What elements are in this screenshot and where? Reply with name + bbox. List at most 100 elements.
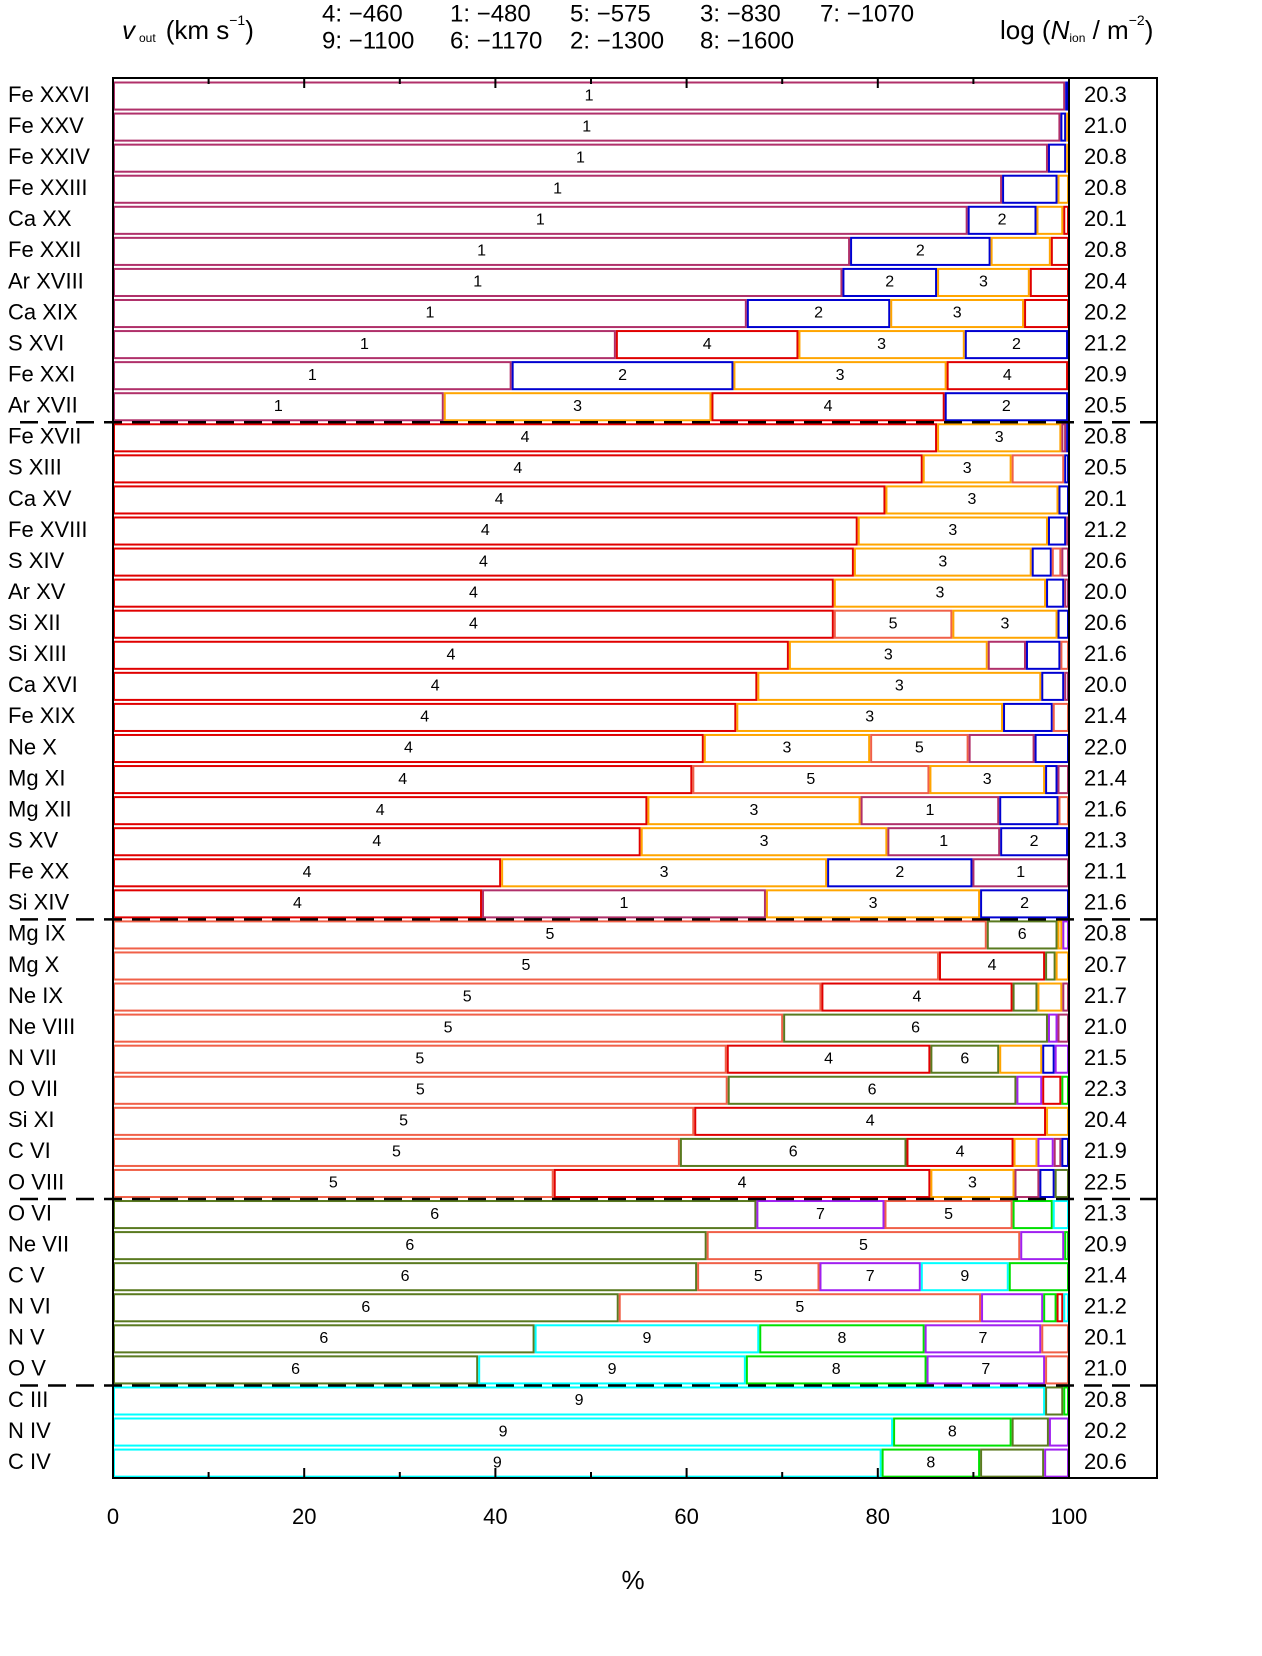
segment-label: 3 [884, 647, 893, 664]
ion-label: Ar XVII [8, 393, 78, 418]
log-n-label: 20.0 [1084, 579, 1127, 604]
x-tick-label: 80 [866, 1504, 890, 1529]
segment [640, 827, 888, 857]
segment [1045, 951, 1056, 981]
legend-entry: 1: −480 [450, 0, 531, 27]
segment [113, 796, 648, 826]
segment-label: 5 [415, 1050, 424, 1067]
segment [827, 858, 973, 888]
ion-label: Ca XIX [8, 299, 78, 324]
segment-label: 3 [877, 336, 886, 353]
segment [1061, 423, 1067, 453]
ion-label: Ca XV [8, 486, 72, 511]
ion-label: Fe XXII [8, 237, 81, 262]
segment [850, 236, 991, 266]
segment-label: 3 [983, 771, 992, 788]
ion-label: N V [8, 1325, 45, 1350]
segment [1012, 1200, 1053, 1230]
log-n-label: 20.7 [1084, 952, 1127, 977]
segment-label: 4 [420, 709, 429, 726]
x-tick-label: 0 [107, 1504, 119, 1529]
segment [968, 733, 1035, 764]
ion-label: Fe XXVI [8, 82, 90, 107]
segment-label: 6 [789, 1144, 798, 1161]
segment [788, 640, 988, 670]
segment-label: 3 [935, 584, 944, 601]
segment-label: 3 [750, 802, 759, 819]
segment-label: 5 [915, 740, 924, 757]
log-n-label: 20.2 [1084, 299, 1127, 324]
segment [860, 796, 1000, 826]
segment-label: 4 [293, 895, 302, 912]
segment [113, 1417, 894, 1447]
segment [887, 827, 1001, 857]
segment [1062, 920, 1069, 950]
ion-label: S XIII [8, 455, 62, 480]
segment [726, 1044, 931, 1074]
log-n-label: 20.6 [1084, 610, 1127, 635]
ion-label: C IV [8, 1449, 51, 1474]
segment-label: 3 [869, 895, 878, 912]
segment-label: 2 [618, 367, 627, 384]
segment [113, 547, 854, 577]
ion-label: N VII [8, 1045, 57, 1070]
segment [1045, 1386, 1064, 1416]
segment [618, 1293, 982, 1323]
segment [1061, 1075, 1070, 1105]
segment [113, 1448, 882, 1478]
log-n-label: 21.0 [1084, 1356, 1127, 1381]
segment-label: 4 [398, 771, 407, 788]
segment [1061, 547, 1070, 577]
segment [113, 1355, 479, 1385]
legend-entry: 5: −575 [570, 0, 651, 27]
segment-label: 6 [960, 1050, 969, 1067]
ion-label: Ar XV [8, 579, 66, 604]
ion-label: Fe XVIII [8, 517, 87, 542]
segment [1047, 516, 1067, 546]
segment [922, 454, 1012, 484]
segment [1025, 640, 1061, 670]
segment-label: 5 [806, 771, 815, 788]
segment [113, 951, 939, 981]
segment [478, 1355, 746, 1385]
segment-label: 1 [582, 118, 591, 135]
header-superscript: −1 [229, 12, 245, 28]
segment [1031, 547, 1052, 577]
log-n-label: 20.8 [1084, 1387, 1127, 1412]
log-n-label: 20.9 [1084, 1231, 1127, 1256]
segment [870, 733, 969, 764]
segment [703, 733, 871, 764]
segment [1014, 1168, 1040, 1199]
ion-label: Fe XXV [8, 113, 84, 138]
segment [999, 796, 1059, 826]
segment [972, 858, 1069, 888]
segment [833, 609, 953, 639]
log-n-label: 20.5 [1084, 455, 1127, 480]
segment [938, 951, 1046, 981]
segment-label: 6 [405, 1237, 414, 1254]
segment-label: 3 [938, 553, 947, 570]
x-tick-label: 40 [483, 1504, 507, 1529]
log-n-label: 20.6 [1084, 548, 1127, 573]
segment [113, 640, 789, 670]
ion-label: O VII [8, 1076, 58, 1101]
segment [113, 392, 444, 422]
segment [980, 1448, 1045, 1478]
segment [1057, 174, 1069, 204]
x-tick-label: 60 [674, 1504, 698, 1529]
ion-label: Ca XVI [8, 672, 78, 697]
segment [783, 1013, 1048, 1043]
log-n-label: 20.1 [1084, 206, 1127, 231]
segment-label: 1 [477, 243, 486, 260]
segment [884, 1200, 1013, 1230]
log-n-label: 22.0 [1084, 734, 1127, 759]
segment [967, 205, 1037, 235]
log-n-label: 21.6 [1084, 796, 1127, 821]
segment-label: 3 [979, 274, 988, 291]
segment [759, 1324, 925, 1354]
segment-label: 2 [1030, 833, 1039, 850]
segment-label: 3 [953, 305, 962, 322]
segment [842, 267, 938, 297]
ion-label: S XVI [8, 330, 64, 355]
ion-label: Ne IX [8, 983, 63, 1008]
